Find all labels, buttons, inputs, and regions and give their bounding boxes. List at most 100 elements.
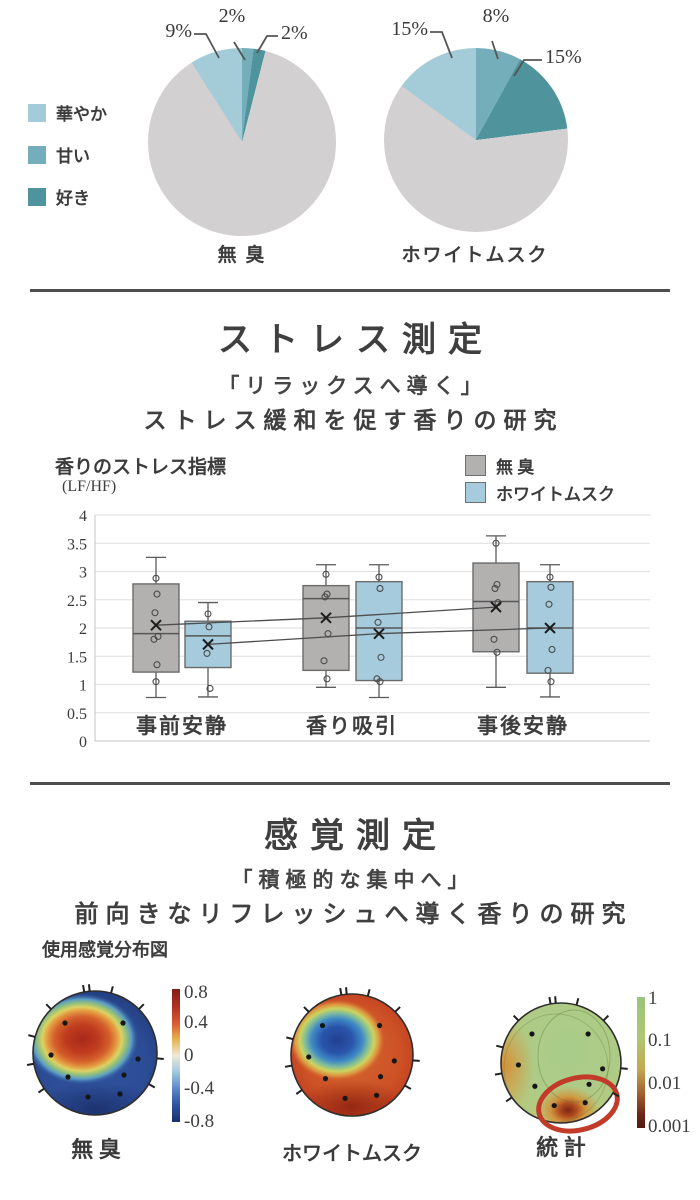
data-point xyxy=(545,600,553,608)
electrode-marks xyxy=(284,987,420,1101)
pie-chart-odorless xyxy=(148,48,336,236)
cbar1-tick: -0.8 xyxy=(184,1111,215,1132)
pie2-callout-suki: 15% xyxy=(545,46,582,68)
data-point xyxy=(153,661,161,669)
y-tick-label: 0 xyxy=(79,734,87,751)
pie-legend-item-hanayaka: 華やか xyxy=(28,100,107,125)
data-point xyxy=(153,590,161,598)
data-point xyxy=(322,570,330,578)
sense-quote: 「積極的な集中へ」 xyxy=(231,868,475,892)
data-point xyxy=(374,618,382,626)
data-point xyxy=(206,684,214,693)
cbar1-tick: 0.4 xyxy=(184,1012,208,1033)
head-outline xyxy=(32,990,158,1116)
pie-chart-white-musk xyxy=(384,48,568,232)
data-point xyxy=(151,609,159,617)
data-point xyxy=(150,635,158,643)
hanayaka-swatch xyxy=(28,103,46,122)
y-tick-label: 3.5 xyxy=(67,536,87,553)
data-point xyxy=(203,649,211,657)
data-point xyxy=(152,574,160,582)
data-point xyxy=(492,539,500,547)
data-point xyxy=(493,580,501,589)
cbar1-tick: 0 xyxy=(184,1045,194,1066)
colorbar-pvalue xyxy=(637,997,645,1128)
y-tick-label: 3 xyxy=(79,565,87,582)
data-point xyxy=(320,657,328,665)
mean-marker xyxy=(150,619,162,631)
pie-leader-lines xyxy=(194,31,542,77)
data-point xyxy=(493,648,501,656)
white-musk-label: ホワイトムスク xyxy=(496,485,615,504)
mean-marker xyxy=(320,612,332,624)
box xyxy=(355,580,403,682)
pie1-callout-amai: 2% xyxy=(218,5,246,27)
data-point xyxy=(547,678,555,686)
cbar3-tick: 0.001 xyxy=(648,1116,691,1137)
colorbar-pvalue-ticks: 1 0.1 0.01 0.001 xyxy=(648,989,698,1139)
electrode-marks xyxy=(494,996,628,1109)
category-label: 事前安静 xyxy=(136,714,228,738)
cbar3-tick: 1 xyxy=(648,988,658,1009)
head-outline xyxy=(290,993,414,1117)
y-tick-label: 2 xyxy=(79,621,87,638)
data-point xyxy=(152,678,160,686)
suki-label: 好き xyxy=(56,189,90,208)
divider-2 xyxy=(30,782,670,785)
y-tick-label: 1.5 xyxy=(67,649,87,666)
stress-section-title: ストレス測定 xyxy=(218,322,494,359)
amai-swatch xyxy=(28,145,46,164)
cbar1-tick: -0.4 xyxy=(184,1078,215,1099)
divider-1 xyxy=(30,289,670,292)
electrode-marks xyxy=(26,984,164,1100)
eeg-map-odorless xyxy=(26,984,164,1116)
box xyxy=(132,583,180,673)
sense-subtitle: 前向きなリフレッシュへ導く香りの研究 xyxy=(74,902,633,928)
cbar1-tick: 0.8 xyxy=(184,982,208,1003)
odorless-label: 無 臭 xyxy=(496,458,535,477)
suki-swatch xyxy=(28,187,46,206)
pie1-title: 無 臭 xyxy=(217,245,267,266)
data-point xyxy=(375,573,383,581)
data-point xyxy=(544,666,552,674)
data-point xyxy=(548,645,556,654)
mean-marker xyxy=(373,627,385,640)
cbar3-tick: 0.1 xyxy=(648,1030,672,1051)
pie2-callout-amai: 8% xyxy=(482,5,510,27)
data-point xyxy=(205,623,213,631)
category-label: 事後安静 xyxy=(477,714,569,738)
eeg-map-statistics xyxy=(494,996,628,1134)
distribution-map-label: 使用感覚分布図 xyxy=(42,940,168,960)
mean-marker xyxy=(544,622,556,634)
pie2-callout-hanayaka: 15% xyxy=(391,18,428,40)
stress-subtitle: ストレス緩和を促す香りの研究 xyxy=(143,408,564,433)
boxplot-legend-item-odorless: 無 臭 xyxy=(465,453,534,478)
data-point xyxy=(376,584,384,592)
y-tick-label: 0.5 xyxy=(67,706,87,723)
pie-legend-item-amai: 甘い xyxy=(28,142,90,167)
data-point xyxy=(204,610,212,618)
boxplot-axis-title: 香りのストレス指標 xyxy=(55,457,227,478)
data-point xyxy=(546,573,554,581)
eeg-map-white-musk xyxy=(284,987,420,1117)
data-point xyxy=(321,593,329,601)
data-point xyxy=(547,583,555,591)
category-label: 香り吸引 xyxy=(306,714,398,738)
boxplot-axis-unit: (LF/HF) xyxy=(62,478,117,495)
mean-marker xyxy=(490,601,502,613)
y-tick-label: 1 xyxy=(79,678,87,695)
colorbar-correlation-ticks: 0.8 0.4 0 -0.4 -0.8 xyxy=(184,983,236,1133)
map-label-white-musk: ホワイトムスク xyxy=(282,1143,422,1165)
y-tick-label: 2.5 xyxy=(67,593,87,610)
data-point xyxy=(323,675,331,683)
odorless-swatch xyxy=(465,455,486,476)
white-musk-swatch xyxy=(465,482,486,503)
data-point xyxy=(376,678,384,686)
cbar3-tick: 0.01 xyxy=(648,1073,682,1094)
pie2-title: ホワイトムスク xyxy=(401,245,549,266)
amai-label: 甘い xyxy=(56,147,90,166)
map-label-statistics: 統 計 xyxy=(536,1135,586,1160)
pie-legend-item-suki: 好き xyxy=(28,184,90,209)
colorbar-correlation xyxy=(172,989,180,1122)
